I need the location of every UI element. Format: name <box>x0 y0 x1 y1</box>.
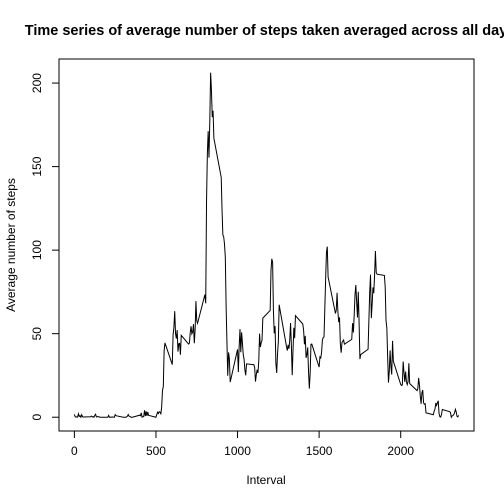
x-tick-label: 500 <box>146 444 166 458</box>
y-tick-label: 200 <box>30 73 44 93</box>
chart-title: Time series of average number of steps t… <box>25 23 504 39</box>
x-tick-label: 2000 <box>387 444 414 458</box>
data-line <box>73 72 460 419</box>
y-tick-label: 100 <box>30 240 44 260</box>
x-tick-label: 1000 <box>224 444 251 458</box>
plot-box <box>58 58 475 432</box>
y-tick-label: 150 <box>30 156 44 176</box>
x-axis-label: Interval <box>246 473 285 487</box>
x-tick-label: 1500 <box>306 444 333 458</box>
y-tick-label: 0 <box>30 414 44 421</box>
y-axis-label: Average number of steps <box>4 178 18 312</box>
y-tick-label: 50 <box>30 327 44 341</box>
x-tick-label: 0 <box>71 444 78 458</box>
